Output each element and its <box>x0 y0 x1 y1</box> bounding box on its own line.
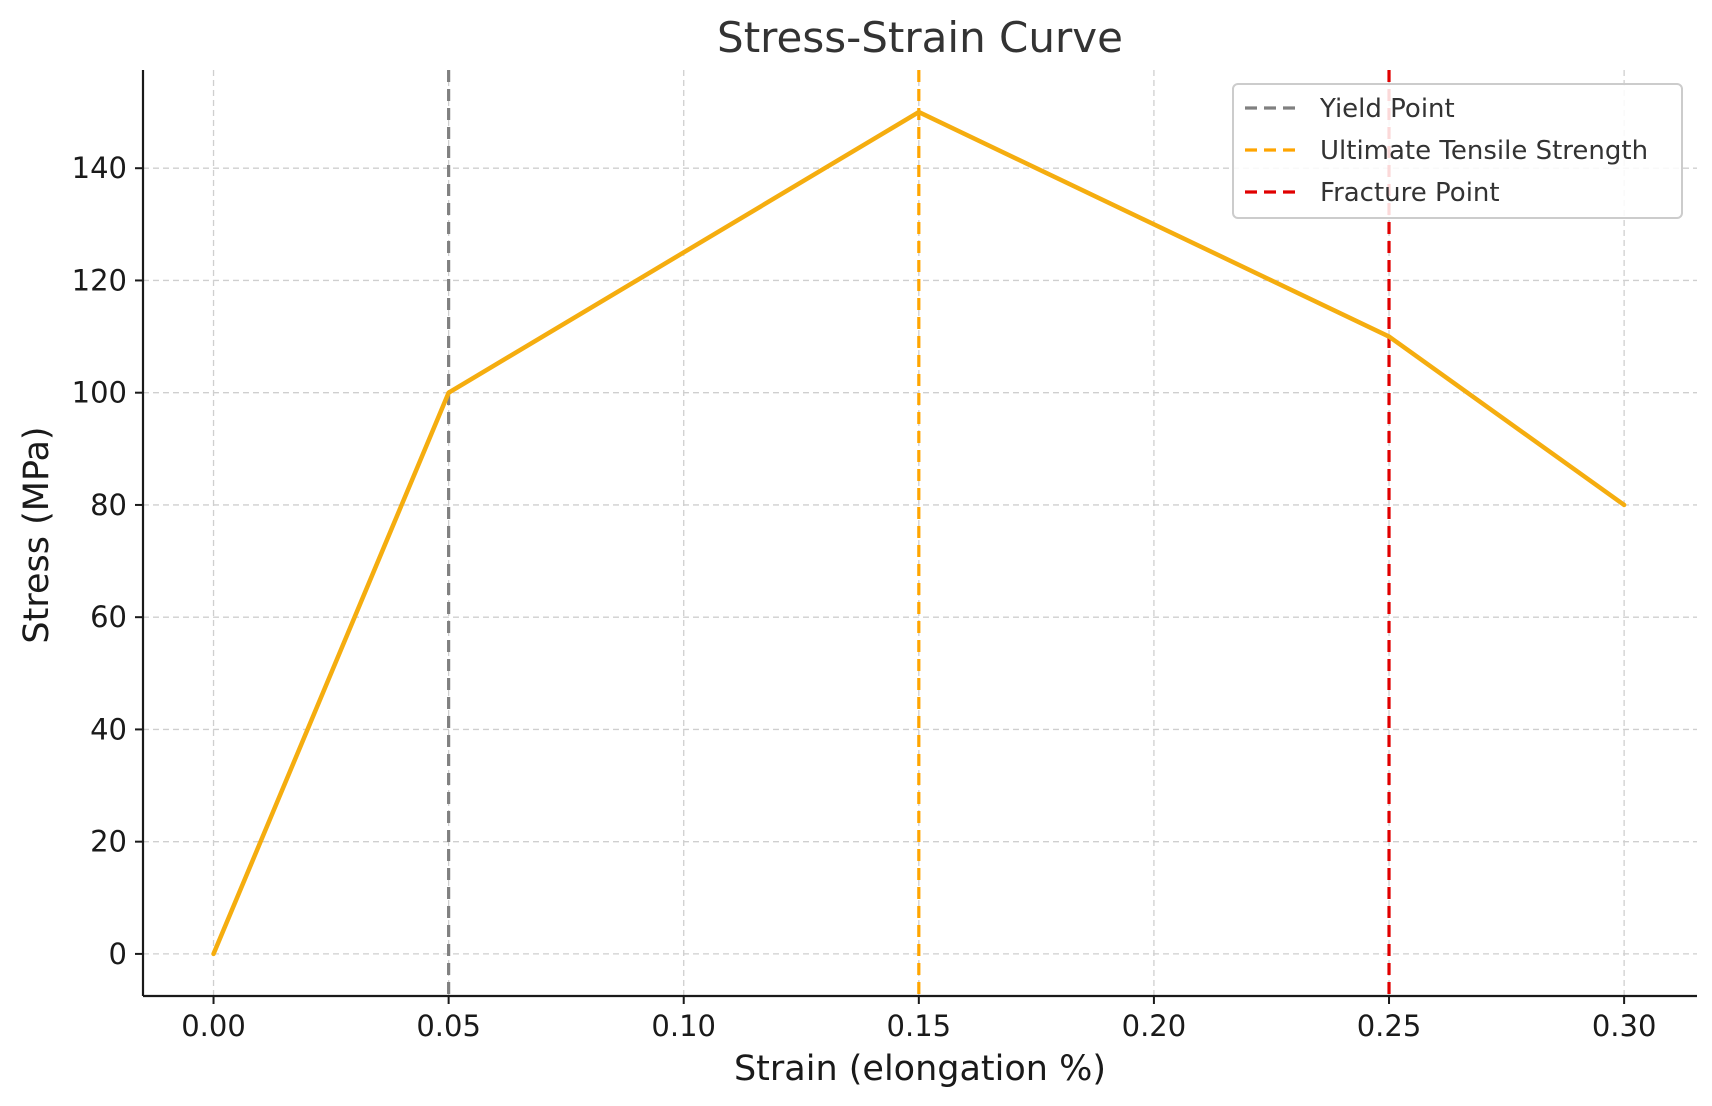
y-axis-title: Stress (MPa) <box>17 426 57 643</box>
y-tick-label-6: 120 <box>72 263 127 297</box>
x-tick-label-2: 0.10 <box>651 1009 716 1043</box>
y-tick-label-3: 60 <box>90 600 127 634</box>
legend-label-0: Yield Point <box>1319 94 1455 124</box>
y-tick-label-5: 100 <box>72 376 127 410</box>
x-tick-label-3: 0.15 <box>887 1009 952 1043</box>
x-tick-label-4: 0.20 <box>1122 1009 1187 1043</box>
y-tick-label-2: 40 <box>90 712 127 746</box>
y-tick-label-4: 80 <box>90 488 127 522</box>
x-tick-label-6: 0.30 <box>1592 1009 1657 1043</box>
legend-label-1: Ultimate Tensile Strength <box>1320 136 1648 166</box>
y-tick-label-0: 0 <box>109 937 127 971</box>
chart-title: Stress-Strain Curve <box>717 13 1123 62</box>
legend-label-2: Fracture Point <box>1320 178 1500 208</box>
y-tick-label-1: 20 <box>90 825 127 859</box>
legend: Yield Point Ultimate Tensile Strength Frac… <box>1233 84 1682 218</box>
x-tick-label-0: 0.00 <box>181 1009 246 1043</box>
x-tick-label-1: 0.05 <box>416 1009 481 1043</box>
y-tick-label-7: 140 <box>72 151 127 185</box>
x-tick-label-5: 0.25 <box>1357 1009 1422 1043</box>
x-axis-title: Strain (elongation %) <box>734 1049 1106 1089</box>
